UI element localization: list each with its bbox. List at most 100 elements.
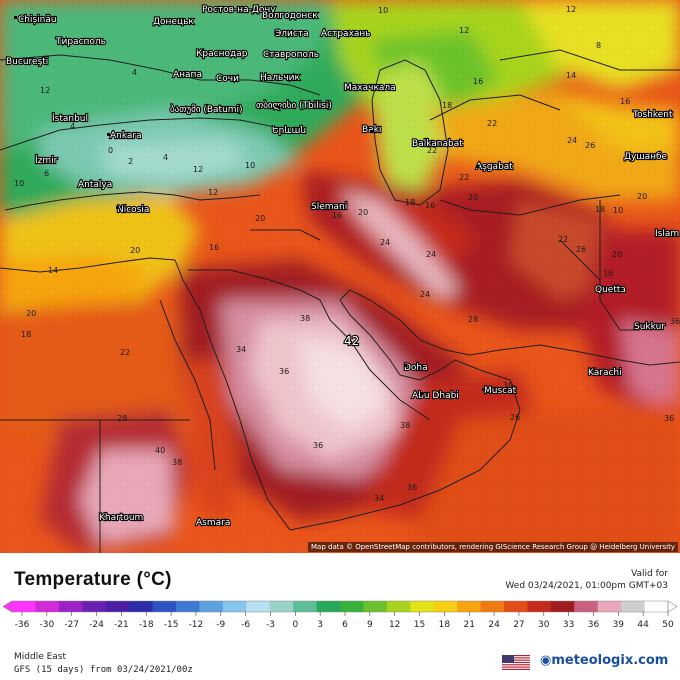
scale-tick-label: 24	[488, 620, 500, 630]
svg-text:10: 10	[378, 6, 388, 15]
svg-text:12: 12	[193, 165, 203, 174]
svg-text:14: 14	[48, 266, 58, 275]
us-flag-icon[interactable]	[502, 655, 530, 670]
city-label: Doha	[404, 363, 428, 373]
svg-text:12: 12	[40, 86, 50, 95]
svg-text:4: 4	[132, 68, 137, 77]
legend-panel: Temperature (°C) Valid for Wed 03/24/202…	[0, 553, 680, 680]
city-label: Asmara	[196, 518, 230, 528]
svg-text:10: 10	[14, 179, 24, 188]
scale-swatch	[433, 601, 458, 612]
scale-tick-label: 6	[342, 620, 348, 630]
city-label: Донецьк	[153, 17, 194, 27]
scale-swatch	[386, 601, 411, 612]
globe-icon: ◉	[540, 653, 552, 668]
svg-text:2: 2	[128, 157, 133, 166]
valid-for-label: Valid for	[631, 569, 668, 579]
svg-text:36: 36	[670, 317, 680, 326]
scale-swatch	[504, 601, 528, 612]
svg-text:6: 6	[44, 169, 49, 178]
city-label: Երևան	[272, 126, 306, 136]
svg-text:22: 22	[459, 173, 469, 182]
scale-max-arrow	[667, 600, 678, 613]
city-labels: Chișinău Донецьк Ростов-на-Дону Волгодон…	[5, 4, 680, 529]
city-label: Краснодар	[196, 49, 248, 59]
svg-text:20: 20	[26, 309, 36, 318]
svg-text:8: 8	[596, 41, 601, 50]
city-label: Abu Dhabi	[412, 391, 459, 401]
scale-tick-label: 44	[637, 620, 649, 630]
color-scale: -36 -30 -27 -24 -21 -18 -15 -12 -9 -6 -3 0 3 6 9 12 15 18…	[2, 600, 678, 630]
scale-tick-label: 18	[439, 620, 451, 630]
svg-text:16: 16	[209, 243, 219, 252]
scale-tick-label: -3	[266, 620, 275, 630]
svg-text:30: 30	[503, 381, 513, 390]
scale-tick-label: -18	[139, 620, 154, 630]
svg-text:16: 16	[332, 211, 342, 220]
scale-swatch	[340, 601, 364, 612]
scale-tick-label: 27	[513, 620, 524, 630]
svg-text:12: 12	[208, 188, 218, 197]
city-label: Bucureşti	[6, 57, 48, 67]
brand-logo[interactable]: ◉meteologix.com	[540, 653, 668, 668]
scale-swatch	[457, 601, 482, 612]
scale-tick-label: 21	[464, 620, 475, 630]
svg-text:16: 16	[603, 269, 613, 278]
city-label: Nicosia	[117, 205, 149, 215]
svg-text:20: 20	[612, 250, 622, 259]
city-label: Chișinău	[18, 15, 57, 25]
svg-text:24: 24	[426, 250, 436, 259]
svg-text:24: 24	[420, 290, 430, 299]
city-label: Нальчик	[260, 73, 301, 83]
svg-text:24: 24	[567, 136, 577, 145]
svg-text:22: 22	[427, 146, 437, 155]
city-label: Махачкала	[344, 83, 396, 93]
scale-swatch	[58, 601, 83, 612]
scale-swatch	[82, 601, 107, 612]
scale-swatch	[176, 601, 200, 612]
scale-swatch	[222, 601, 247, 612]
scale-tick-label: -27	[64, 620, 79, 630]
svg-text:20: 20	[130, 246, 140, 255]
scale-tick-label: 33	[563, 620, 574, 630]
svg-text:20: 20	[637, 192, 647, 201]
scale-tick-label: 12	[389, 620, 400, 630]
city-label: Волгодонск	[262, 11, 318, 21]
svg-text:26: 26	[576, 245, 586, 254]
city-label: Ростов-на-Дону	[202, 5, 276, 15]
svg-text:36: 36	[279, 367, 289, 376]
city-label: Тирасполь	[55, 37, 106, 47]
temperature-map[interactable]: 10 12 12 8 14 16 18 22 16 24 26 4 12 4 0…	[0, 0, 680, 553]
scale-tick-label: -15	[164, 620, 179, 630]
svg-text:10: 10	[245, 161, 255, 170]
map-title: Temperature (°C)	[14, 569, 172, 590]
svg-text:40: 40	[155, 446, 165, 455]
svg-text:26: 26	[585, 141, 595, 150]
svg-text:16: 16	[473, 77, 483, 86]
svg-text:18: 18	[442, 101, 452, 110]
city-label: Toshkent	[632, 110, 673, 120]
scale-tick-label: 50	[662, 620, 674, 630]
svg-text:38: 38	[172, 458, 182, 467]
scale-swatch	[480, 601, 505, 612]
scale-swatch	[621, 601, 646, 612]
svg-text:36: 36	[407, 483, 417, 492]
city-label: Астрахань	[321, 29, 371, 39]
scale-swatch	[12, 601, 36, 612]
scale-tick-label: 3	[317, 620, 323, 630]
svg-text:36: 36	[313, 441, 323, 450]
city-label: Ставрополь	[263, 50, 319, 60]
scale-swatch	[527, 601, 552, 612]
scale-swatch	[550, 601, 575, 612]
scale-tick-label: -6	[241, 620, 250, 630]
valid-time: Wed 03/24/2021, 01:00pm GMT+03	[505, 581, 668, 591]
scale-swatch	[269, 601, 294, 612]
city-label: ბათუმი (Batumi)	[170, 104, 243, 115]
city-label: Islam	[655, 229, 679, 239]
svg-text:28: 28	[468, 315, 478, 324]
svg-text:4: 4	[70, 122, 75, 131]
svg-text:24: 24	[380, 238, 390, 247]
scale-swatch	[410, 601, 435, 612]
scale-swatch	[293, 601, 318, 612]
scale-tick-label: -12	[189, 620, 204, 630]
